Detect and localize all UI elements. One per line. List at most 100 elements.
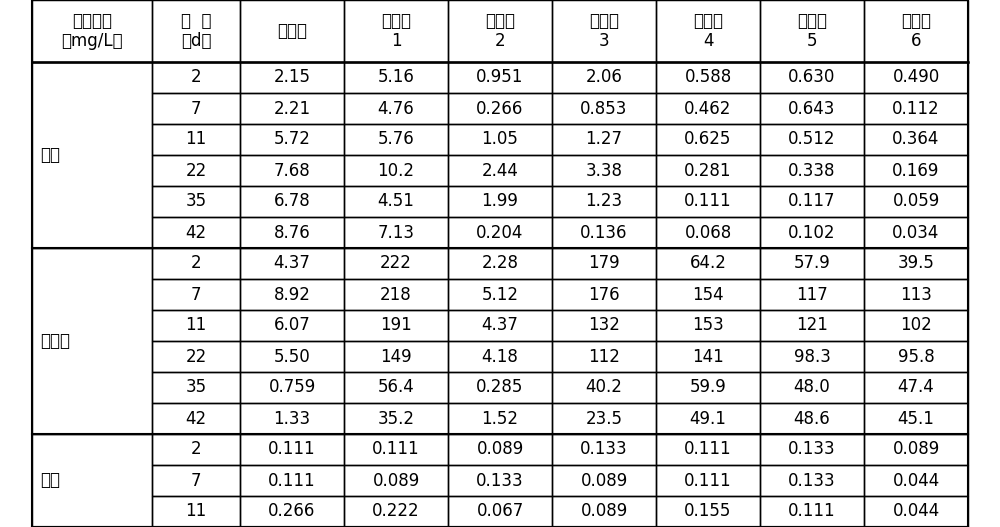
Text: 4.37: 4.37 <box>274 255 310 272</box>
Text: 2: 2 <box>191 255 201 272</box>
Text: 218: 218 <box>380 286 412 304</box>
Text: 0.111: 0.111 <box>788 503 836 521</box>
Text: 2.15: 2.15 <box>274 69 310 86</box>
Text: 0.155: 0.155 <box>684 503 732 521</box>
Text: 时  间
（d）: 时 间 （d） <box>181 12 211 51</box>
Bar <box>152 403 240 434</box>
Bar <box>448 124 552 155</box>
Text: 0.490: 0.490 <box>892 69 940 86</box>
Bar <box>864 465 968 496</box>
Text: 7: 7 <box>191 472 201 490</box>
Bar <box>760 217 864 248</box>
Bar <box>344 124 448 155</box>
Bar <box>864 124 968 155</box>
Text: 2: 2 <box>191 441 201 458</box>
Bar <box>760 403 864 434</box>
Text: 0.222: 0.222 <box>372 503 420 521</box>
Text: 1.99: 1.99 <box>482 192 518 210</box>
Bar <box>448 93 552 124</box>
Bar <box>344 310 448 341</box>
Text: 1.52: 1.52 <box>482 409 518 427</box>
Bar <box>864 248 968 279</box>
Bar <box>760 310 864 341</box>
Text: 49.1: 49.1 <box>690 409 726 427</box>
Text: 1.23: 1.23 <box>585 192 623 210</box>
Text: 0.089: 0.089 <box>476 441 524 458</box>
Text: 0.102: 0.102 <box>788 223 836 241</box>
Bar <box>240 341 344 372</box>
Bar <box>344 279 448 310</box>
Text: 0.068: 0.068 <box>684 223 732 241</box>
Bar <box>152 217 240 248</box>
Text: 2: 2 <box>191 69 201 86</box>
Bar <box>344 434 448 465</box>
Text: 6.07: 6.07 <box>274 317 310 335</box>
Bar <box>152 279 240 310</box>
Bar <box>656 465 760 496</box>
Bar <box>240 248 344 279</box>
Bar <box>240 124 344 155</box>
Bar <box>152 341 240 372</box>
Text: 102: 102 <box>900 317 932 335</box>
Text: 0.067: 0.067 <box>476 503 524 521</box>
Bar <box>552 341 656 372</box>
Text: 0.625: 0.625 <box>684 131 732 149</box>
Text: 7: 7 <box>191 100 201 118</box>
Bar <box>152 124 240 155</box>
Text: 0.853: 0.853 <box>580 100 628 118</box>
Text: 121: 121 <box>796 317 828 335</box>
Text: 0.133: 0.133 <box>788 472 836 490</box>
Bar <box>344 372 448 403</box>
Text: 0.111: 0.111 <box>684 441 732 458</box>
Bar <box>656 62 760 93</box>
Bar <box>344 62 448 93</box>
Text: 8.92: 8.92 <box>274 286 310 304</box>
Text: 0.169: 0.169 <box>892 161 940 180</box>
Bar <box>152 93 240 124</box>
Text: 0.117: 0.117 <box>788 192 836 210</box>
Text: 0.089: 0.089 <box>580 503 628 521</box>
Text: 0.338: 0.338 <box>788 161 836 180</box>
Bar <box>656 341 760 372</box>
Bar <box>448 0 552 62</box>
Bar <box>344 0 448 62</box>
Bar <box>760 155 864 186</box>
Text: 处理组
5: 处理组 5 <box>797 12 827 51</box>
Text: 132: 132 <box>588 317 620 335</box>
Bar <box>344 465 448 496</box>
Bar <box>448 186 552 217</box>
Bar <box>448 248 552 279</box>
Bar <box>864 341 968 372</box>
Bar <box>152 372 240 403</box>
Text: 0.512: 0.512 <box>788 131 836 149</box>
Text: 48.0: 48.0 <box>794 378 830 396</box>
Text: 4.76: 4.76 <box>378 100 414 118</box>
Bar <box>760 124 864 155</box>
Bar <box>152 310 240 341</box>
Text: 总磷: 总磷 <box>40 472 60 490</box>
Bar <box>864 0 968 62</box>
Text: 22: 22 <box>185 161 207 180</box>
Text: 48.6: 48.6 <box>794 409 830 427</box>
Text: 149: 149 <box>380 347 412 366</box>
Text: 222: 222 <box>380 255 412 272</box>
Text: 117: 117 <box>796 286 828 304</box>
Text: 4.18: 4.18 <box>482 347 518 366</box>
Text: 113: 113 <box>900 286 932 304</box>
Text: 对照组: 对照组 <box>277 22 307 40</box>
Bar <box>240 434 344 465</box>
Text: 0.643: 0.643 <box>788 100 836 118</box>
Bar <box>240 217 344 248</box>
Text: 0.281: 0.281 <box>684 161 732 180</box>
Bar <box>864 62 968 93</box>
Text: 22: 22 <box>185 347 207 366</box>
Text: 10.2: 10.2 <box>378 161 415 180</box>
Bar <box>240 403 344 434</box>
Text: 0.266: 0.266 <box>476 100 524 118</box>
Text: 0.136: 0.136 <box>580 223 628 241</box>
Text: 处理组
3: 处理组 3 <box>589 12 619 51</box>
Text: 0.112: 0.112 <box>892 100 940 118</box>
Text: 98.3: 98.3 <box>794 347 830 366</box>
Bar <box>760 372 864 403</box>
Text: 191: 191 <box>380 317 412 335</box>
